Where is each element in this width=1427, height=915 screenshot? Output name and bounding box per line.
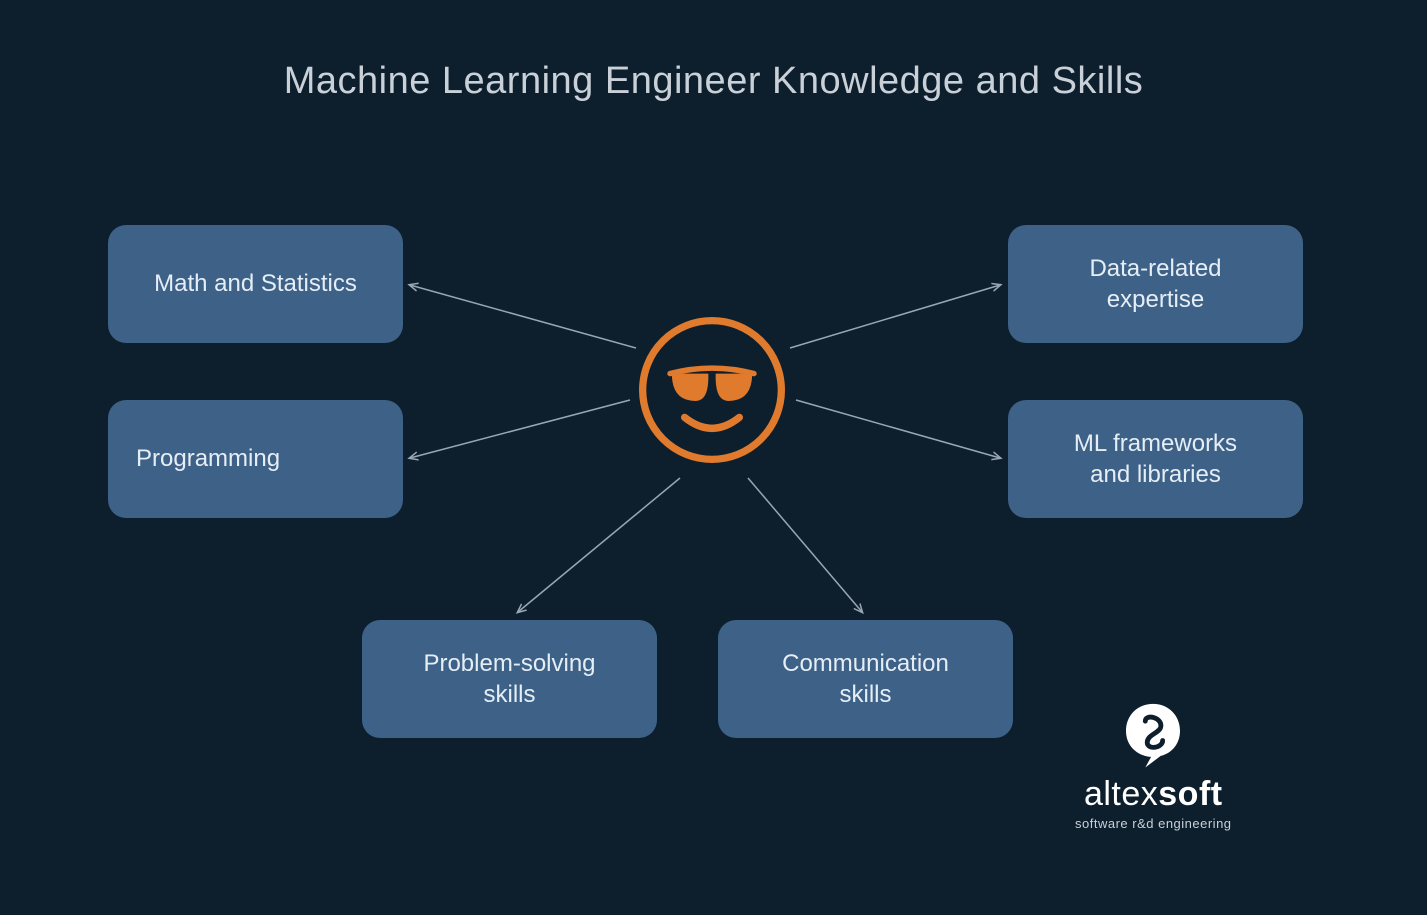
brand-word-suffix: soft	[1158, 775, 1222, 813]
smiley-icon	[639, 317, 785, 463]
brand-wordmark: altexsoft	[1084, 775, 1223, 814]
skill-node-data: Data-relatedexpertise	[1008, 225, 1303, 343]
brand-logo: altexsoft software r&d engineering	[1075, 700, 1232, 831]
skill-node-problem: Problem-solvingskills	[362, 620, 657, 738]
diagram-title: Machine Learning Engineer Knowledge and …	[0, 60, 1427, 103]
brand-word-prefix: altex	[1084, 775, 1158, 813]
skill-node-comm: Communicationskills	[718, 620, 1013, 738]
diagram-canvas: Machine Learning Engineer Knowledge and …	[0, 0, 1427, 915]
skill-node-prog: Programming	[108, 400, 403, 518]
skill-node-math: Math and Statistics	[108, 225, 403, 343]
skill-node-ml: ML frameworksand libraries	[1008, 400, 1303, 518]
brand-mark-icon	[1122, 700, 1184, 769]
brand-tagline: software r&d engineering	[1075, 816, 1232, 831]
